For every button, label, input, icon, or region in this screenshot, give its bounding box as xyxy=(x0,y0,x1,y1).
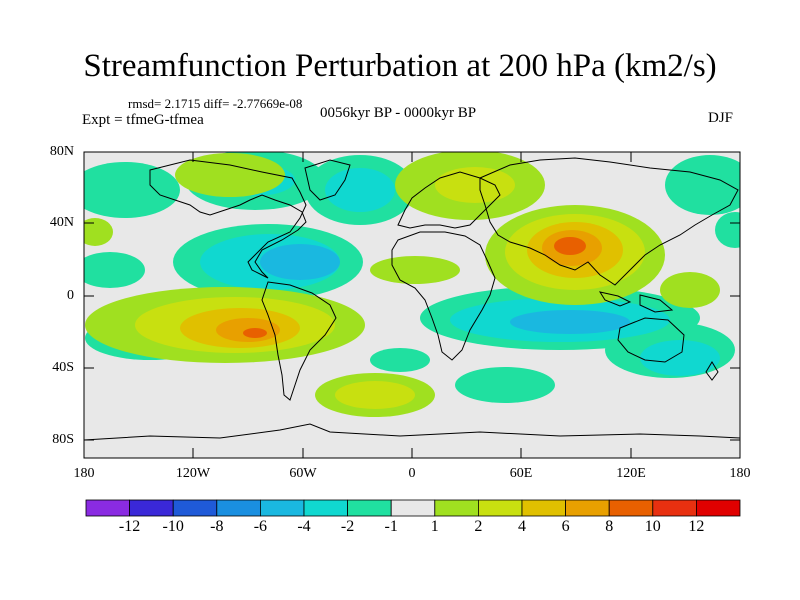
colorbar-box xyxy=(565,499,610,517)
colorbar-label: 2 xyxy=(474,518,483,535)
lat-label: 80S xyxy=(52,432,74,447)
lon-label: 180 xyxy=(729,466,751,481)
lat-label: 40N xyxy=(49,215,74,230)
australia-outline xyxy=(617,317,685,363)
lon-label: 60W xyxy=(289,466,317,481)
negative-strong-regions xyxy=(260,244,630,334)
lon-label: 120W xyxy=(175,466,211,481)
colorbar-box xyxy=(477,499,523,517)
colorbar-box xyxy=(608,499,654,517)
colorbar-box xyxy=(652,499,697,517)
colorbar-box xyxy=(390,499,436,517)
colorbar-label: -8 xyxy=(210,518,224,535)
lon-label: 0 xyxy=(408,466,416,481)
europe-outline xyxy=(397,171,501,229)
colorbar-label: -6 xyxy=(253,518,268,535)
experiment-label: Expt = tfmeG-tfmea xyxy=(82,112,204,128)
antarctica-outline xyxy=(84,423,740,441)
colorbar-label: 8 xyxy=(605,518,614,535)
south-america-outline xyxy=(261,281,337,401)
lat-label: 80N xyxy=(49,144,74,159)
lat-label: 40S xyxy=(52,360,74,375)
north-america-outline xyxy=(149,159,307,279)
field-layer xyxy=(84,152,740,458)
lon-label: 180 xyxy=(73,466,95,481)
colorbar xyxy=(85,499,741,517)
colorbar-box xyxy=(259,499,305,517)
africa-outline xyxy=(391,231,496,361)
colorbar-label: -1 xyxy=(384,518,398,535)
stats-text: rmsd= 2.1715 diff= -2.77669e-08 xyxy=(128,96,303,111)
colorbar-label: 1 xyxy=(430,518,439,535)
colorbar-label: 10 xyxy=(644,518,661,535)
colorbar-label: 12 xyxy=(688,518,705,535)
colorbar-box xyxy=(347,499,392,517)
colorbar-box xyxy=(172,499,218,517)
season-label: DJF xyxy=(708,110,734,126)
colorbar-box xyxy=(129,499,174,517)
greenland-outline xyxy=(304,159,351,201)
new-zealand-outline xyxy=(705,361,719,381)
chart-title: Streamfunction Perturbation at 200 hPa (… xyxy=(83,48,717,84)
positive-peak-regions xyxy=(243,237,586,338)
maritime-continent-outline xyxy=(598,291,674,313)
asia-outline xyxy=(479,157,739,286)
colorbar-label: -2 xyxy=(340,518,355,535)
colorbar-label: -4 xyxy=(297,518,311,535)
colorbar-label: 4 xyxy=(518,518,526,535)
colorbar-box xyxy=(85,499,130,517)
lon-label: 120E xyxy=(616,466,646,481)
colorbar-box xyxy=(696,499,741,517)
colorbar-label: -12 xyxy=(118,518,141,535)
lon-label: 60E xyxy=(509,466,533,481)
period-label: 0056kyr BP - 0000kyr BP xyxy=(320,105,477,121)
lat-label: 0 xyxy=(67,288,74,303)
colorbar-box xyxy=(216,499,261,517)
colorbar-label: 6 xyxy=(561,518,570,535)
colorbar-box xyxy=(521,499,566,517)
axis-ticks xyxy=(83,151,741,458)
colorbar-box xyxy=(303,499,348,517)
colorbar-label: -10 xyxy=(162,518,184,535)
colorbar-box xyxy=(434,499,479,517)
coastlines xyxy=(84,157,740,441)
